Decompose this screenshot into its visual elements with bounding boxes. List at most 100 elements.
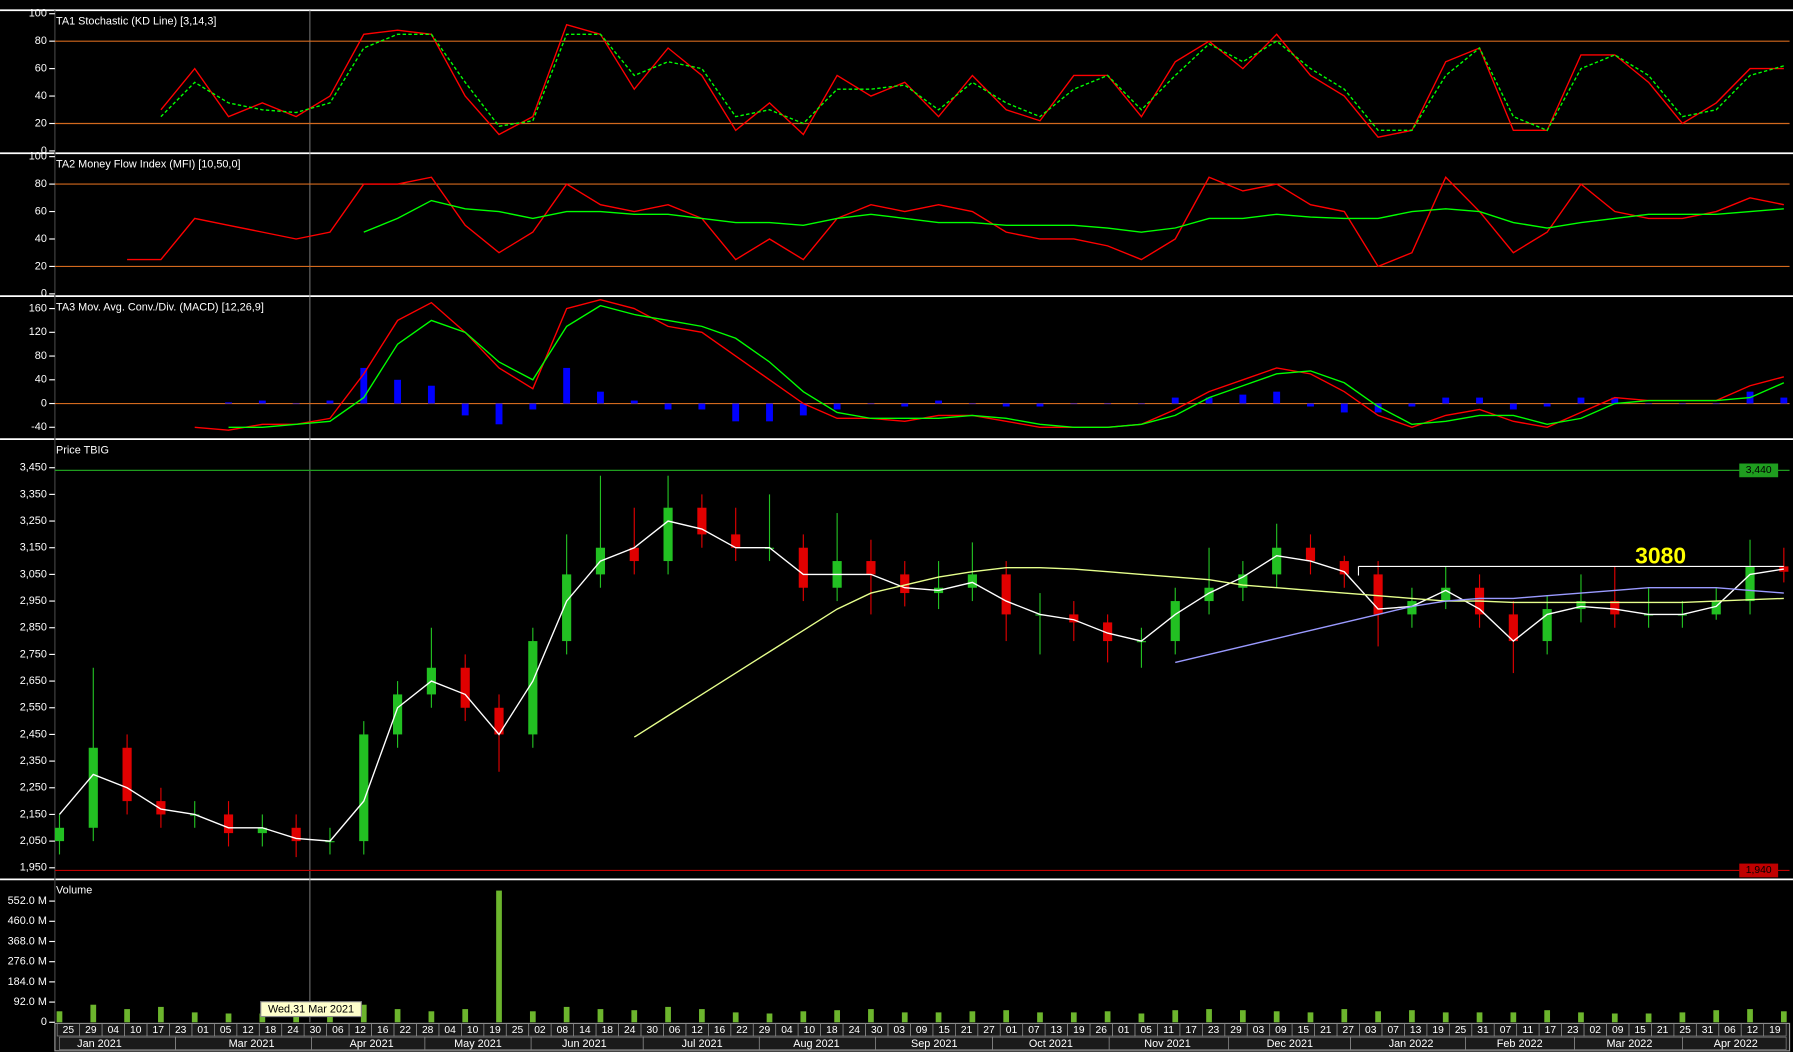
day-label: 11 [1163,1025,1174,1036]
y-tick-label: 80 [35,350,47,362]
day-label: 31 [1477,1025,1489,1036]
y-tick-label: 40 [35,233,47,245]
candle-body [1542,609,1552,642]
bar [799,403,807,416]
y-tick-label: 0 [41,397,47,409]
day-label: 21 [1657,1025,1669,1036]
y-tick-label: 80 [35,35,47,47]
day-label: 25 [63,1025,75,1036]
bar [1171,397,1179,404]
candle-body [629,547,639,562]
y-tick-label: 2,450 [20,728,47,740]
bar [394,379,402,404]
candle-body [1204,587,1214,602]
bar [1104,1011,1111,1023]
bar [631,1010,638,1023]
bar [1003,1010,1010,1023]
day-label: 06 [669,1025,681,1036]
bar [360,1004,367,1023]
day-label: 21 [1320,1025,1332,1036]
y-tick-label: 3,450 [20,462,47,474]
candle-body [359,734,369,842]
bar [1544,1010,1551,1023]
day-label: 07 [1500,1025,1512,1036]
bar [1543,403,1551,407]
bar [766,403,773,422]
day-label: 01 [1006,1025,1018,1036]
bar [732,403,740,422]
bar [360,367,368,404]
bar [90,1004,97,1023]
day-label: 22 [736,1025,748,1036]
candle-body [697,507,707,535]
y-tick-label: 2,750 [20,648,47,660]
day-label: 17 [153,1025,165,1036]
candle-body [866,561,876,575]
y-tick-label: 60 [35,205,47,217]
candle-body [1407,601,1417,615]
bar [1037,1012,1043,1023]
series-line [633,567,1784,738]
bar [1239,394,1247,404]
y-tick-label: 60 [35,62,47,74]
panel-title: TA2 Money Flow Index (MFI) [10,50,0] [56,159,240,171]
bar [259,1013,266,1023]
month-cell [1682,1036,1787,1051]
bar [394,1009,401,1023]
series-line [160,33,1785,132]
day-label: 24 [624,1025,636,1036]
bar [563,367,571,404]
panel-separators [0,9,1793,881]
y-tick-label: 160 [29,302,47,314]
bar [292,403,300,405]
bar [1611,397,1619,404]
reference-label-box [1739,863,1779,878]
month-label: May 2021 [454,1038,502,1050]
day-label: 30 [871,1025,883,1036]
bar [1002,403,1010,407]
candle-body [88,747,98,828]
candle-body [494,707,504,735]
bar [56,1011,63,1023]
day-label: 10 [804,1025,816,1036]
bar [495,403,503,425]
y-tick-label: 3,050 [20,568,47,580]
bar [1340,403,1348,413]
day-label: 23 [1567,1025,1579,1036]
y-tick-label: 2,550 [20,702,47,714]
y-tick-label: 2,350 [20,755,47,767]
cursor-label: Wed,31 Mar 2021 [268,1004,354,1016]
day-label: 26 [1096,1025,1108,1036]
day-label: 16 [377,1025,389,1036]
bar [1645,403,1653,405]
candle-body [1373,574,1383,615]
day-label: 12 [242,1025,254,1036]
candle-body [1441,587,1451,602]
reference-label: 3,440 [1746,465,1772,476]
month-label: Apr 2021 [350,1038,394,1050]
bar [225,1013,232,1023]
day-label: 23 [175,1025,187,1036]
bar [1577,397,1585,404]
day-label: 18 [265,1025,277,1036]
bar [1172,1010,1179,1023]
day-label: 03 [1253,1025,1265,1036]
candle-body [900,574,910,594]
y-tick-label: 3,150 [20,542,47,554]
bar [698,403,706,410]
series-line [228,304,1785,428]
day-label: 18 [826,1025,838,1036]
day-label: 10 [467,1025,479,1036]
day-label: 03 [1365,1025,1377,1036]
candle-body [257,827,267,834]
bar [1036,403,1044,407]
bar [529,1011,536,1023]
y-tick-label: 80 [35,178,47,190]
day-label: 12 [355,1025,367,1036]
day-label: 02 [1590,1025,1602,1036]
bar [1679,1012,1686,1023]
candle-body [1508,614,1518,642]
y-tick-label: 3,350 [20,488,47,500]
bar [1442,397,1450,404]
